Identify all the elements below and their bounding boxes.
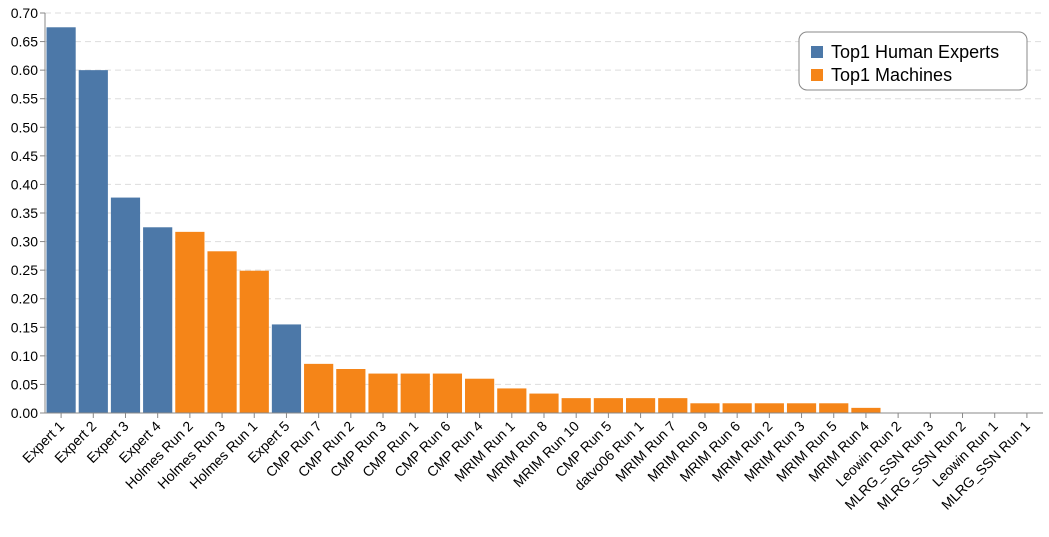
legend-label-machines: Top1 Machines bbox=[831, 65, 952, 85]
bar-mrim-run-9 bbox=[690, 403, 720, 413]
bar-cmp-run-7 bbox=[304, 363, 334, 413]
y-tick-label: 0.50 bbox=[11, 119, 38, 135]
y-tick-label: 0.35 bbox=[11, 205, 38, 221]
y-tick-label: 0.55 bbox=[11, 91, 38, 107]
y-tick-label: 0.40 bbox=[11, 176, 38, 192]
y-tick-label: 0.25 bbox=[11, 262, 38, 278]
bar-mrim-run-3 bbox=[786, 403, 817, 413]
bar-expert-3 bbox=[110, 197, 141, 413]
bar-cmp-run-4 bbox=[465, 378, 495, 413]
bar-holmes-run-1 bbox=[239, 270, 269, 413]
bars bbox=[46, 27, 881, 414]
bar-cmp-run-1 bbox=[400, 373, 430, 413]
bar-mrim-run-5 bbox=[819, 403, 849, 413]
bar-cmp-run-5 bbox=[593, 398, 623, 413]
bar-cmp-run-3 bbox=[368, 373, 398, 413]
y-tick-label: 0.60 bbox=[11, 62, 38, 78]
bar-expert-4 bbox=[143, 227, 173, 413]
bar-mrim-run-6 bbox=[722, 403, 752, 413]
y-tick-label: 0.45 bbox=[11, 148, 38, 164]
bar-expert-2 bbox=[78, 70, 108, 414]
y-tick-label: 0.00 bbox=[11, 405, 38, 421]
bar-datvo06-run-1 bbox=[625, 398, 656, 413]
legend-box bbox=[798, 31, 1028, 91]
legend-label-human-experts: Top1 Human Experts bbox=[831, 42, 999, 62]
y-tick-label: 0.05 bbox=[11, 376, 38, 392]
bar-cmp-run-2 bbox=[336, 369, 366, 413]
y-tick-label: 0.10 bbox=[11, 348, 38, 364]
bar-mrim-run-1 bbox=[497, 388, 527, 413]
bar-expert-5 bbox=[271, 324, 302, 413]
y-tick-label: 0.20 bbox=[11, 291, 38, 307]
bar-mrim-run-2 bbox=[754, 403, 784, 413]
bar-holmes-run-3 bbox=[207, 251, 237, 413]
y-tick-label: 0.65 bbox=[11, 34, 38, 50]
bar-cmp-run-6 bbox=[432, 373, 463, 413]
bar-mrim-run-4 bbox=[851, 407, 881, 413]
legend: Top1 Human Experts Top1 Machines bbox=[798, 31, 1028, 91]
legend-swatch-human-experts bbox=[811, 46, 823, 58]
y-axis-ticks: 0.00 0.05 0.10 0.15 0.20 0.25 0.30 0.35 0.40 0.45… bbox=[11, 5, 45, 421]
bar-holmes-run-2 bbox=[175, 231, 205, 413]
y-tick-label: 0.30 bbox=[11, 234, 38, 250]
y-tick-label: 0.15 bbox=[11, 319, 38, 335]
bar-mrim-run-7 bbox=[658, 398, 688, 413]
bar-expert-1 bbox=[46, 27, 76, 414]
y-tick-label: 0.70 bbox=[11, 5, 38, 21]
legend-swatch-machines bbox=[811, 69, 823, 81]
bar-mrim-run-10 bbox=[561, 398, 591, 413]
bar-mrim-run-8 bbox=[529, 393, 559, 413]
